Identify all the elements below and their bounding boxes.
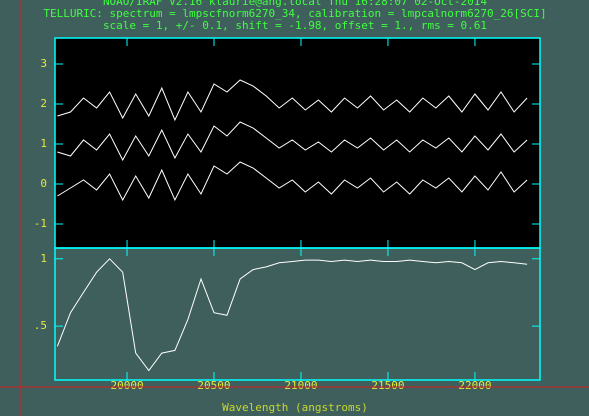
spectrum-line (57, 161, 528, 202)
x-axis-label: Wavelength (angstroms) (222, 401, 368, 414)
y-tick-label: 2 (40, 97, 47, 110)
title: TELLURIC: spectrum = lmpscfnorm6270_34, … (43, 7, 546, 20)
header: NOAO/IRAF V2.16 klaurie@ang.local Thu 16… (103, 0, 487, 8)
top-panel (55, 38, 540, 248)
spectrum-line (56, 258, 528, 372)
x-tick-label: 21500 (371, 379, 404, 392)
y-tick-label: 0 (40, 177, 47, 190)
x-tick-label: 20500 (197, 379, 230, 392)
y-tick-label: 1 (40, 137, 47, 150)
x-tick-label: 20000 (110, 379, 143, 392)
bottom-frame (54, 247, 541, 381)
y-tick-label: 1 (40, 252, 47, 265)
spectrum-line (57, 79, 528, 122)
subtitle: scale = 1, +/- 0.1, shift = -1.98, offse… (103, 19, 487, 32)
y-tick-label: 3 (40, 57, 47, 70)
spectrum-line (57, 121, 528, 162)
x-tick-label: 21000 (284, 379, 317, 392)
y-tick-label: -1 (34, 217, 47, 230)
x-tick-label: 22000 (458, 379, 491, 392)
y-tick-label: .5 (34, 319, 47, 332)
